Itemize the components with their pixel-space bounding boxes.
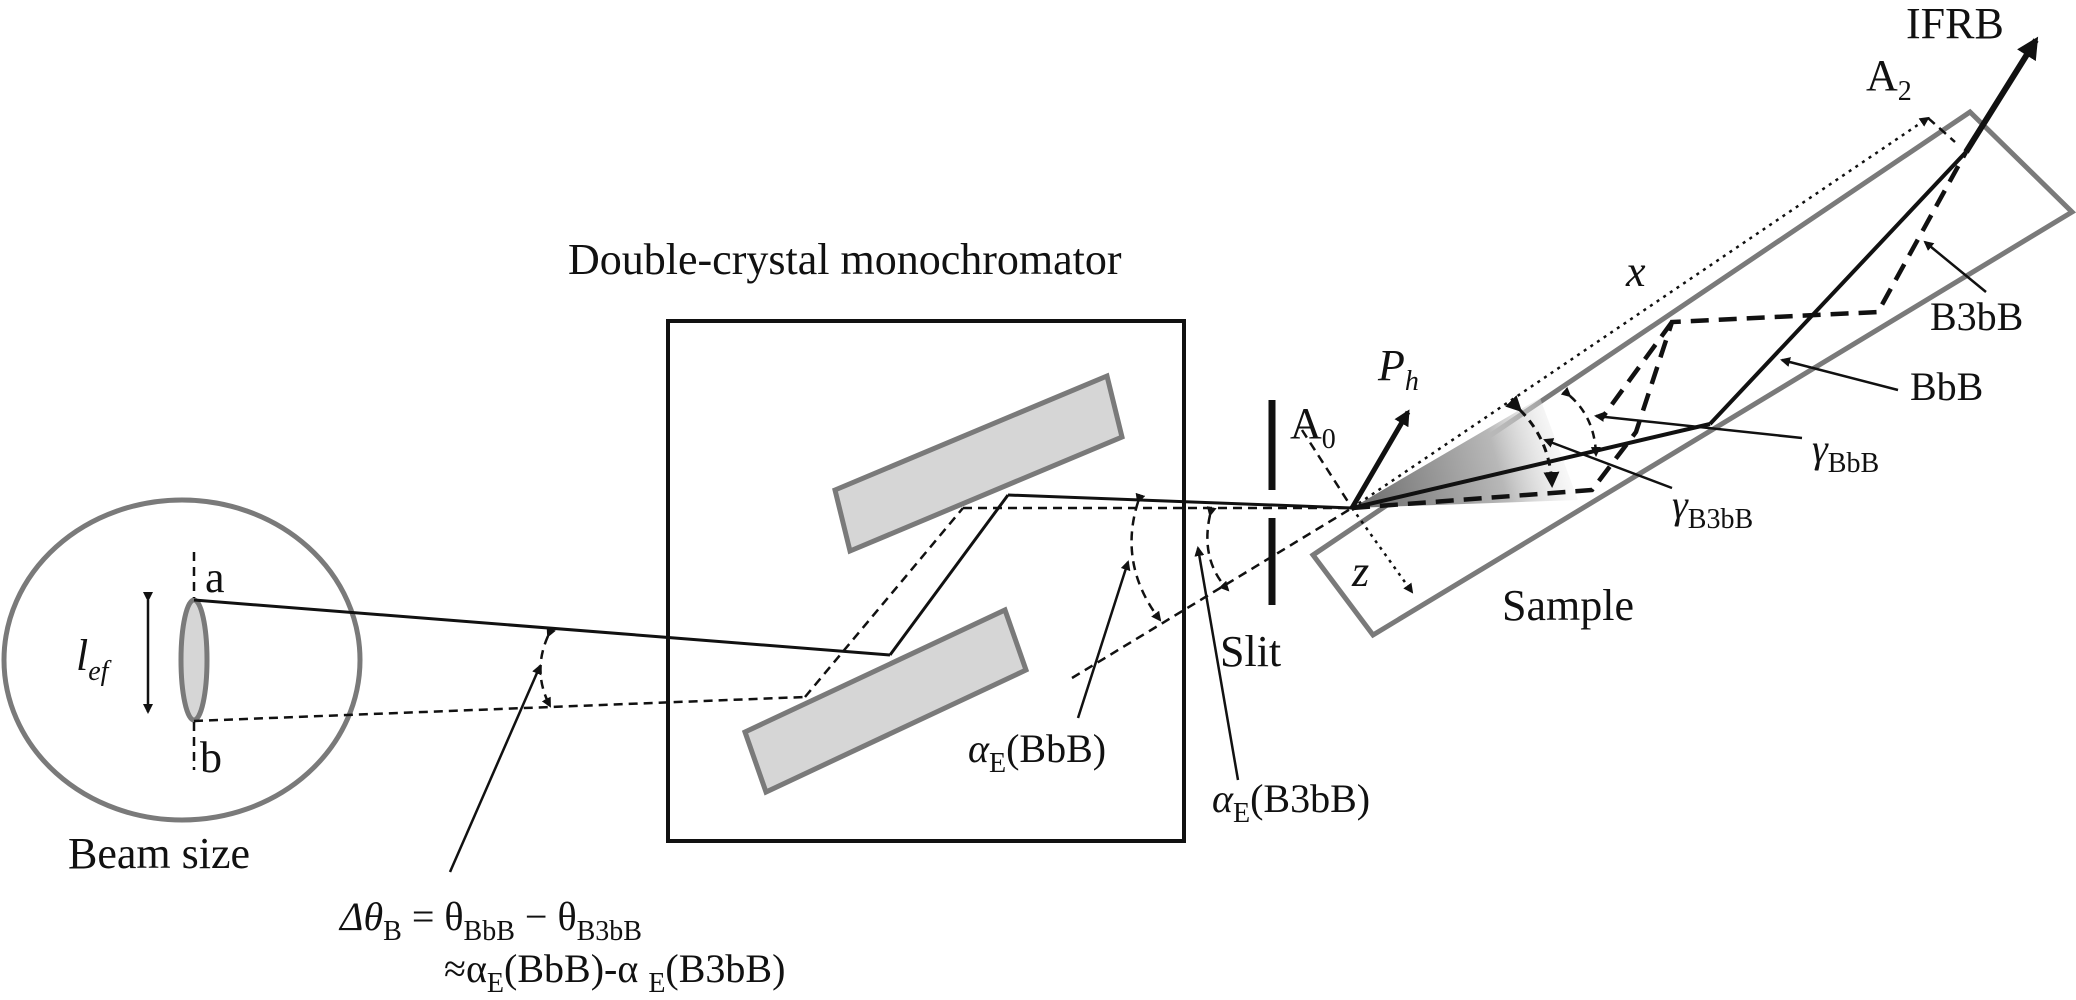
b3bb-inner-loop	[1600, 320, 1674, 420]
sample-label: Sample	[1502, 581, 1634, 630]
bbb-beam-up	[888, 494, 1010, 656]
gamma-bbb-arc	[1560, 386, 1601, 457]
eq2-mid: (BbB)-α	[504, 946, 648, 991]
a0-sub: 0	[1322, 424, 1336, 455]
a0-main: A	[1290, 399, 1322, 448]
delta-theta-equation-line2: ≈αE(BbB)-α E(B3bB)	[444, 946, 785, 999]
eq1-eq: = θ	[402, 894, 464, 939]
eq1-delta-sub: B	[383, 916, 402, 947]
slit-label: Slit	[1220, 627, 1281, 676]
alpha-b3bb-sub: E	[1233, 798, 1250, 829]
gamma-b3bb-sub: B3bB	[1688, 504, 1753, 535]
crystal-1	[832, 372, 1125, 555]
z-axis	[1350, 507, 1414, 594]
gamma-bbb-sub: BbB	[1828, 448, 1879, 479]
z-axis-label: z	[1351, 547, 1369, 596]
alpha-bbb-sub: E	[989, 748, 1006, 779]
eq1-delta: Δθ	[338, 894, 383, 939]
alpha-b3bb-label: αE(B3bB)	[1212, 776, 1370, 829]
alpha-b3bb-arc	[1206, 506, 1230, 592]
pointer-b3bb	[1923, 240, 1987, 293]
eq1-minus: − θ	[515, 894, 577, 939]
pointer-gamma-b3bb	[1543, 438, 1673, 490]
beam-size-group	[1, 497, 363, 823]
alpha-b3bb-main: α	[1212, 776, 1234, 821]
bbb-label: BbB	[1910, 364, 1983, 409]
eq1-sub2: B3bB	[577, 916, 642, 947]
gamma-b3bb-arc	[1505, 395, 1560, 488]
eq2-sub1: E	[487, 968, 504, 999]
beam-dashed-b	[193, 695, 806, 723]
alpha-bbb-arc	[1130, 492, 1162, 622]
eq2-approx: ≈α	[444, 946, 487, 991]
pointer-gamma-bbb	[1594, 411, 1803, 440]
alpha-b3bb-paren: (B3bB)	[1250, 776, 1370, 821]
pointer-alpha-b3bb	[1194, 546, 1240, 781]
ph-main: P	[1377, 341, 1405, 390]
sample-rect	[1309, 108, 2076, 639]
l-ef-sub: ef	[88, 656, 111, 687]
ifrb-label: IFRB	[1906, 0, 2004, 48]
ph-arrow	[1349, 409, 1411, 510]
eq2-end: (B3bB)	[665, 946, 785, 991]
eq1-sub1: BbB	[464, 916, 515, 947]
bbb-beam-out	[1007, 493, 1353, 510]
ifrb-arrow	[1963, 36, 2039, 154]
alpha-bbb-label: αE(BbB)	[968, 726, 1106, 779]
crystal-2	[741, 606, 1030, 796]
gamma-bbb-label: γBbB	[1812, 426, 1879, 479]
gamma-b3bb-main: γ	[1672, 482, 1689, 527]
a2-sub: 2	[1898, 76, 1912, 107]
beam-size-label: Beam size	[68, 829, 250, 878]
delta-theta-equation-line1: ΔθB = θBbB − θB3bB	[338, 894, 642, 947]
beam-solid-a	[193, 598, 891, 657]
a2-reference	[1927, 117, 1956, 143]
monochromator-label: Double-crystal monochromator	[568, 235, 1122, 284]
pointer-alpha-bbb	[1076, 560, 1131, 719]
a0-reference	[1300, 429, 1354, 509]
l-ef-label: lef	[76, 631, 112, 687]
l-ef-main: l	[76, 631, 88, 680]
a0-label: A0	[1290, 399, 1336, 455]
ph-sub: h	[1405, 366, 1419, 397]
x-axis-label: x	[1625, 247, 1646, 296]
b3bb-reference-line	[1071, 506, 1353, 680]
gamma-bbb-main: γ	[1812, 426, 1829, 471]
bbb-sample-out	[1708, 150, 1968, 426]
point-a-label: a	[205, 553, 225, 602]
eq2-sub2: E	[648, 968, 665, 999]
pointer-bbb	[1780, 357, 1899, 392]
alpha-bbb-main: α	[968, 726, 990, 771]
point-b-label: b	[200, 733, 222, 782]
b3bb-beam-up	[804, 507, 964, 698]
b3bb-sample-path	[1351, 150, 1968, 511]
delta-theta-arc	[539, 626, 556, 708]
pointer-delta-theta	[448, 664, 542, 873]
monochromator-box	[666, 319, 1186, 843]
beam-spot-ellipse	[178, 597, 210, 723]
a2-label: A2	[1866, 51, 1912, 107]
beam-size-circle	[1, 497, 363, 823]
gamma-b3bb-label: γB3bB	[1672, 482, 1753, 535]
alpha-bbb-paren: (BbB)	[1006, 726, 1106, 771]
ph-label: Ph	[1377, 341, 1419, 397]
b3bb-label: B3bB	[1930, 294, 2023, 339]
a2-main: A	[1866, 51, 1898, 100]
